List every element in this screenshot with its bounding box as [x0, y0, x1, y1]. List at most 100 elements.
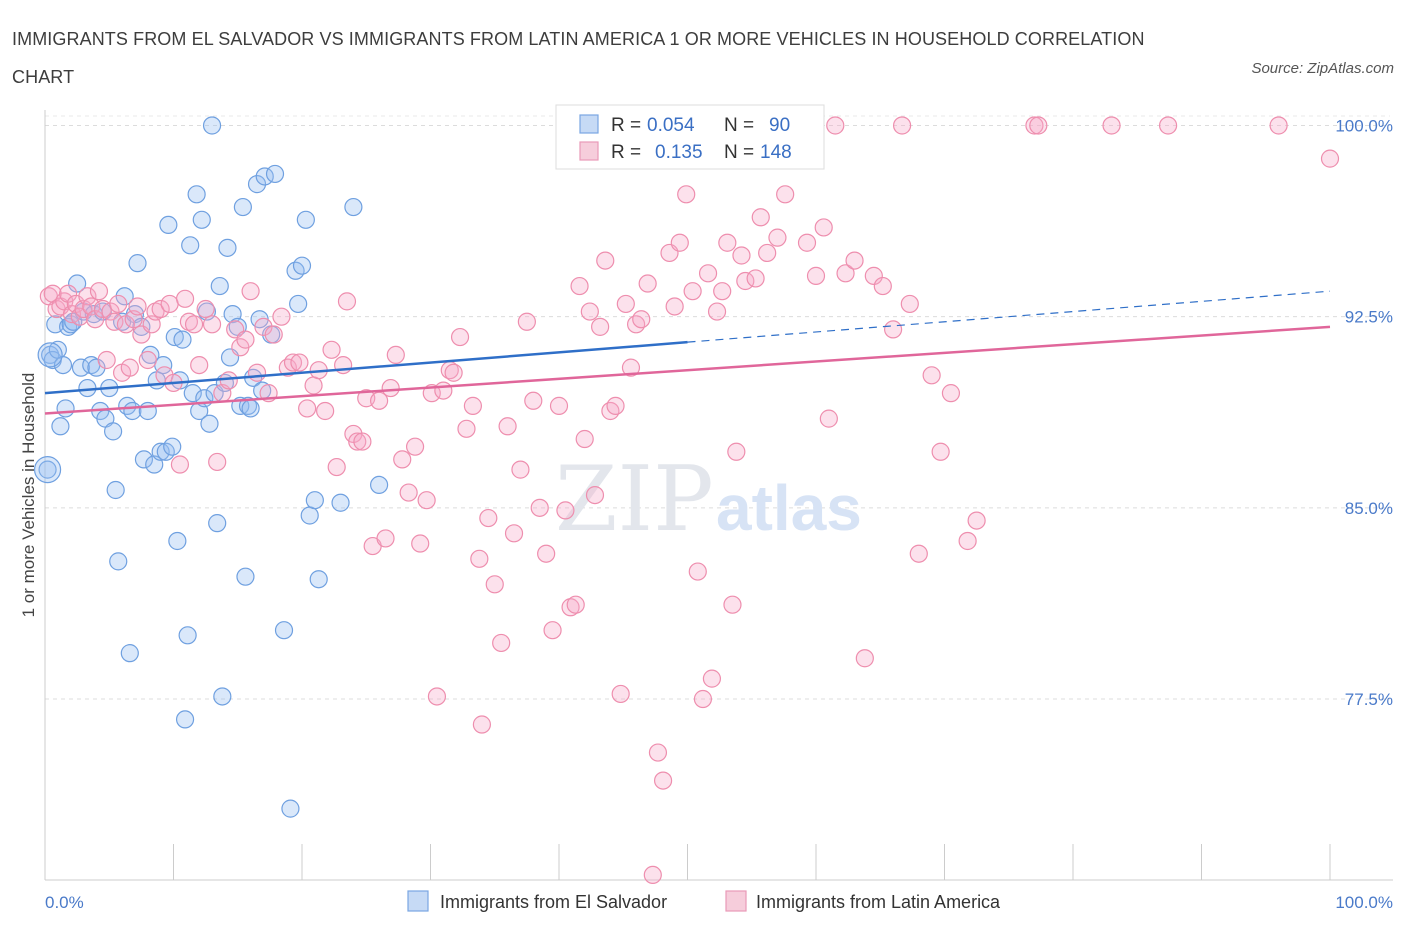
point-el-salvador — [305, 491, 324, 510]
point-el-salvador — [159, 215, 178, 235]
point-latin-america — [278, 358, 297, 377]
legend-r-value-2: 0.135 — [655, 142, 703, 163]
point-latin-america — [826, 116, 845, 135]
point-el-salvador-large — [37, 342, 63, 368]
point-latin-america — [86, 310, 105, 329]
point-latin-america — [909, 544, 928, 563]
point-latin-america — [208, 452, 227, 472]
point-latin-america — [591, 317, 610, 336]
point-latin-america — [146, 302, 165, 321]
point-latin-america — [202, 315, 222, 334]
point-latin-america — [638, 274, 657, 293]
series-el-salvador-points — [33, 116, 389, 818]
legend-n-value-2: 148 — [760, 142, 792, 163]
point-latin-america — [941, 384, 961, 403]
y-tick-label: 77.5% — [1345, 690, 1393, 709]
point-latin-america — [1158, 116, 1178, 135]
point-latin-america — [892, 116, 912, 135]
point-latin-america — [89, 282, 109, 301]
point-latin-america — [967, 511, 986, 530]
point-latin-america — [751, 208, 770, 227]
stats-legend-box — [555, 104, 825, 170]
point-latin-america — [776, 185, 795, 204]
point-latin-america — [543, 621, 562, 640]
point-latin-america — [504, 524, 524, 543]
source-label: Source: ZipAtlas.com — [1251, 60, 1394, 77]
point-latin-america — [241, 282, 260, 301]
point-latin-america — [806, 266, 826, 285]
point-latin-america — [580, 302, 599, 321]
legend-n-label-2: N = — [724, 142, 754, 163]
bottom-legend-label-latin-america: Immigrants from Latin America — [756, 892, 1001, 912]
point-el-salvador — [309, 570, 328, 589]
point-latin-america — [298, 399, 317, 418]
point-el-salvador — [38, 460, 57, 479]
axes — [44, 110, 1393, 881]
point-latin-america — [1029, 116, 1048, 135]
point-latin-america — [492, 633, 511, 653]
point-latin-america — [814, 218, 833, 237]
legend-r-label-2: R = — [611, 142, 641, 163]
point-latin-america — [601, 401, 620, 421]
point-latin-america — [179, 312, 199, 331]
point-latin-america — [381, 378, 400, 398]
point-latin-america — [105, 312, 124, 331]
point-latin-america — [511, 460, 530, 479]
legend-swatch-blue — [579, 114, 599, 134]
point-latin-america — [648, 743, 668, 762]
point-el-salvador — [292, 256, 312, 275]
point-latin-america — [304, 376, 323, 395]
point-el-salvador — [331, 493, 350, 512]
point-el-salvador — [163, 437, 182, 456]
y-tick-label: 85.0% — [1345, 499, 1393, 518]
point-el-salvador — [173, 330, 192, 349]
point-el-salvador — [238, 396, 258, 415]
point-el-salvador — [274, 621, 294, 640]
point-latin-america — [566, 595, 585, 614]
point-latin-america — [411, 534, 430, 553]
point-latin-america — [643, 865, 662, 885]
y-tick-label: 100.0% — [1335, 116, 1393, 135]
point-latin-america — [485, 575, 504, 594]
point-latin-america — [665, 297, 684, 316]
point-latin-america — [322, 340, 341, 359]
legend-n-value-1: 90 — [769, 115, 790, 136]
point-latin-america — [327, 457, 346, 477]
point-latin-america — [873, 276, 892, 296]
point-el-salvador — [202, 116, 222, 135]
point-el-salvador — [183, 384, 202, 403]
point-latin-america — [556, 501, 575, 520]
point-el-salvador — [296, 210, 315, 229]
point-latin-america — [575, 429, 594, 449]
point-latin-america — [758, 243, 777, 263]
point-latin-america — [337, 292, 357, 311]
point-latin-america — [702, 669, 722, 688]
point-el-salvador — [151, 442, 170, 461]
point-latin-america — [348, 432, 367, 451]
point-el-salvador — [128, 254, 147, 273]
point-latin-america — [718, 233, 737, 252]
point-latin-america — [1269, 116, 1288, 135]
point-latin-america — [693, 689, 713, 709]
point-latin-america — [585, 485, 605, 505]
y-tick-label: 92.5% — [1345, 308, 1393, 327]
point-latin-america — [727, 442, 746, 461]
point-latin-america — [670, 233, 689, 252]
point-el-salvador — [370, 475, 389, 495]
point-latin-america — [272, 307, 291, 326]
point-el-salvador — [53, 355, 73, 375]
point-latin-america — [479, 508, 498, 528]
legend-n-label-1: N = — [724, 115, 754, 136]
point-latin-america — [184, 315, 204, 334]
point-latin-america — [1025, 116, 1044, 135]
point-latin-america — [549, 396, 569, 415]
point-el-salvador — [265, 164, 285, 184]
legend-swatch-pink — [579, 141, 599, 161]
point-latin-america — [611, 684, 630, 704]
trend-lines — [44, 290, 1331, 415]
point-latin-america — [190, 355, 209, 375]
point-latin-america — [399, 483, 418, 502]
point-latin-america — [797, 233, 817, 252]
point-latin-america — [616, 294, 635, 314]
point-latin-america — [698, 264, 718, 283]
